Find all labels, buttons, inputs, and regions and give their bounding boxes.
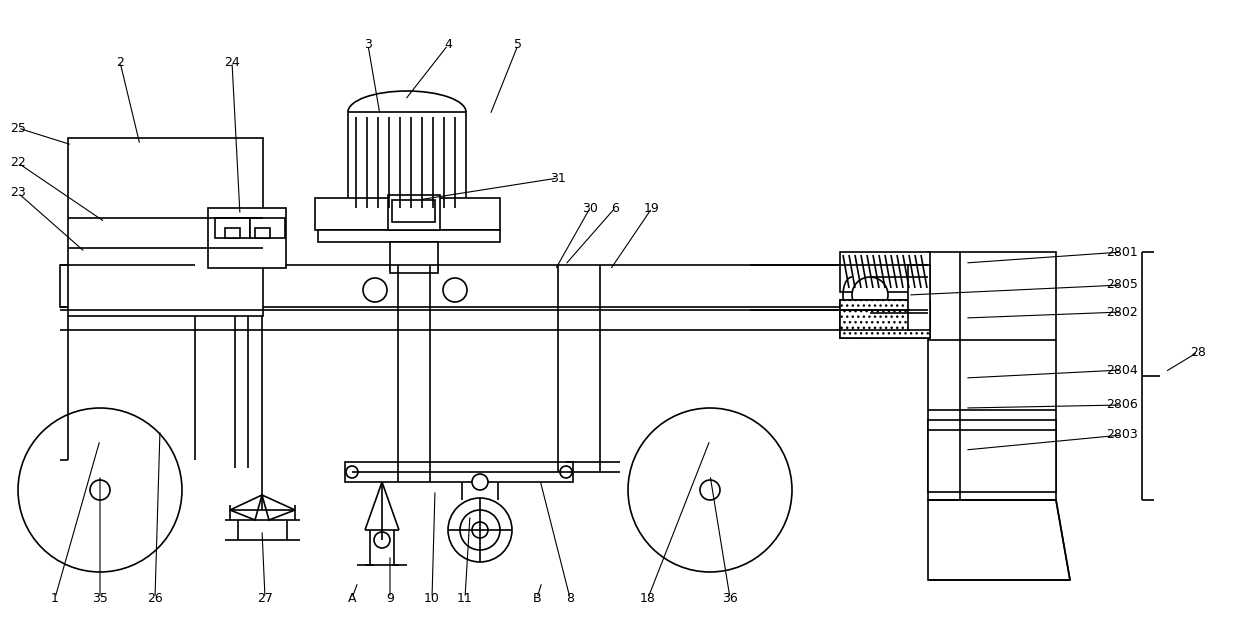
Text: 19: 19 <box>644 202 660 214</box>
Circle shape <box>448 498 512 562</box>
Circle shape <box>374 532 391 548</box>
Text: 2802: 2802 <box>1106 306 1138 318</box>
Circle shape <box>363 278 387 302</box>
Text: 1: 1 <box>51 591 60 604</box>
Text: 5: 5 <box>515 38 522 52</box>
Circle shape <box>852 277 888 313</box>
Polygon shape <box>928 420 1056 492</box>
Polygon shape <box>229 495 262 520</box>
Bar <box>388 195 440 230</box>
Text: 36: 36 <box>722 591 738 604</box>
Bar <box>348 112 466 212</box>
Bar <box>928 252 1056 500</box>
Circle shape <box>443 278 467 302</box>
Bar <box>60 265 910 307</box>
Text: 2801: 2801 <box>1106 246 1138 258</box>
Circle shape <box>346 466 358 478</box>
Text: 10: 10 <box>424 591 440 604</box>
Circle shape <box>627 408 792 572</box>
Text: 24: 24 <box>224 56 239 68</box>
Text: 9: 9 <box>386 591 394 604</box>
Text: 25: 25 <box>10 121 26 135</box>
Circle shape <box>560 466 572 478</box>
Text: A: A <box>347 591 356 604</box>
Circle shape <box>91 480 110 500</box>
Text: 23: 23 <box>10 186 26 200</box>
Bar <box>208 208 286 268</box>
Text: 2803: 2803 <box>1106 429 1138 441</box>
Text: 2806: 2806 <box>1106 399 1138 412</box>
Text: B: B <box>533 591 542 604</box>
Circle shape <box>472 474 489 490</box>
Text: 11: 11 <box>458 591 472 604</box>
Text: 8: 8 <box>565 591 574 604</box>
Bar <box>224 228 241 238</box>
Circle shape <box>472 522 489 538</box>
Bar <box>839 300 930 338</box>
Text: 6: 6 <box>611 202 619 214</box>
Text: 4: 4 <box>444 38 451 52</box>
Bar <box>345 462 573 482</box>
Circle shape <box>701 480 720 500</box>
Text: 35: 35 <box>92 591 108 604</box>
Text: 26: 26 <box>148 591 162 604</box>
Text: 3: 3 <box>365 38 372 52</box>
Text: 31: 31 <box>551 172 565 184</box>
Bar <box>391 265 438 273</box>
Bar <box>839 252 930 292</box>
Bar <box>250 218 285 238</box>
Text: 22: 22 <box>10 156 26 170</box>
Text: 2805: 2805 <box>1106 279 1138 292</box>
Bar <box>392 200 435 222</box>
Bar <box>391 242 438 270</box>
Text: 28: 28 <box>1190 346 1207 359</box>
Bar <box>839 300 930 338</box>
Bar <box>255 228 270 238</box>
Circle shape <box>19 408 182 572</box>
Bar <box>215 218 250 238</box>
Bar <box>315 198 500 230</box>
Text: 2804: 2804 <box>1106 364 1138 376</box>
Text: 30: 30 <box>582 202 598 214</box>
Polygon shape <box>262 495 295 520</box>
Text: 27: 27 <box>257 591 273 604</box>
Bar <box>317 230 500 242</box>
Circle shape <box>460 510 500 550</box>
Text: 18: 18 <box>640 591 656 604</box>
Polygon shape <box>928 500 1070 580</box>
Text: 2: 2 <box>117 56 124 68</box>
Bar <box>68 138 263 316</box>
Bar <box>908 265 930 330</box>
